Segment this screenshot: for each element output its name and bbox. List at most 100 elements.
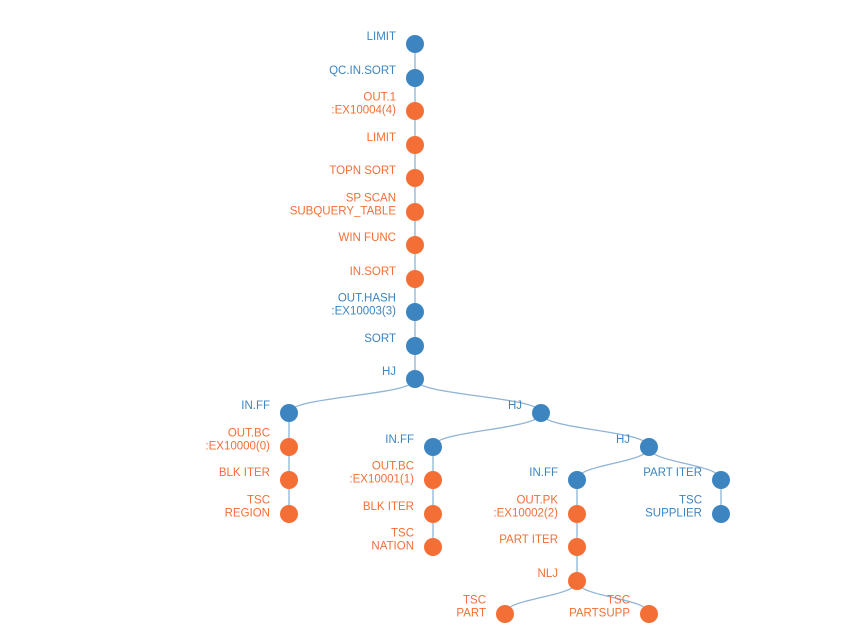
plan-node-label-line: OUT.HASH xyxy=(338,293,396,305)
plan-node-label: NLJ xyxy=(538,568,558,580)
plan-node-label-line: TSC xyxy=(247,495,270,507)
plan-node-label: TSC REGION xyxy=(225,495,270,520)
plan-node[interactable]: PART ITER xyxy=(499,534,586,556)
plan-node-label-line: IN.FF xyxy=(385,434,414,446)
plan-node-label: HJ xyxy=(616,434,630,446)
tree-nodes: LIMIT QC.IN.SORT OUT.1:EX10004(4) LIMIT TOPN… xyxy=(205,31,730,623)
plan-node-circle[interactable] xyxy=(568,538,586,556)
plan-node-label-line: PARTSUPP xyxy=(569,608,630,620)
plan-node-label: HJ xyxy=(382,366,396,378)
plan-node[interactable]: OUT.PK:EX10002(2) xyxy=(493,495,586,524)
plan-node[interactable]: LIMIT xyxy=(367,132,424,154)
plan-node[interactable]: SP SCAN SUBQUERY_TABLE xyxy=(290,193,424,222)
plan-node-label-line: SP SCAN xyxy=(346,193,396,205)
plan-node[interactable]: OUT.HASH:EX10003(3) xyxy=(331,293,424,322)
plan-node-label: IN.FF xyxy=(385,434,414,446)
plan-node-circle[interactable] xyxy=(712,505,730,523)
plan-node[interactable]: OUT.BC:EX10001(1) xyxy=(349,461,442,490)
plan-node[interactable]: PART ITER xyxy=(643,467,730,489)
plan-node-label-line: WIN FUNC xyxy=(339,232,397,244)
plan-node-circle[interactable] xyxy=(406,102,424,120)
plan-node-label-line: HJ xyxy=(382,366,396,378)
plan-node-circle[interactable] xyxy=(568,471,586,489)
plan-node-label: OUT.1:EX10004(4) xyxy=(331,92,396,117)
plan-node[interactable]: TOPN SORT xyxy=(329,165,424,187)
plan-node-label-line: IN.FF xyxy=(529,467,558,479)
plan-node[interactable]: IN.FF xyxy=(529,467,586,489)
plan-node-circle[interactable] xyxy=(280,438,298,456)
plan-node[interactable]: SORT xyxy=(364,333,424,355)
plan-node-label: TSC PARTSUPP xyxy=(569,595,630,620)
plan-node[interactable]: BLK ITER xyxy=(363,501,442,523)
plan-node-circle[interactable] xyxy=(424,538,442,556)
plan-node-circle[interactable] xyxy=(532,404,550,422)
plan-node-label: OUT.HASH:EX10003(3) xyxy=(331,293,396,318)
plan-node-label-line: :EX10003(3) xyxy=(331,306,396,318)
plan-node-label: IN.SORT xyxy=(350,266,396,278)
plan-node-label: WIN FUNC xyxy=(339,232,397,244)
plan-node[interactable]: HJ xyxy=(508,400,550,422)
plan-node-label: TSC PART xyxy=(456,595,486,620)
plan-node-circle[interactable] xyxy=(406,236,424,254)
plan-node[interactable]: IN.FF xyxy=(241,400,298,422)
plan-node-label: BLK ITER xyxy=(219,467,270,479)
plan-node[interactable]: WIN FUNC xyxy=(339,232,425,254)
plan-node[interactable]: TSC SUPPLIER xyxy=(645,495,730,524)
plan-node-label-line: REGION xyxy=(225,508,270,520)
plan-node-circle[interactable] xyxy=(406,203,424,221)
plan-node-circle[interactable] xyxy=(280,505,298,523)
plan-node[interactable]: IN.FF xyxy=(385,434,442,456)
plan-node-label-line: :EX10004(4) xyxy=(331,105,396,117)
plan-node-label-line: OUT.1 xyxy=(363,92,396,104)
plan-node-label-line: IN.FF xyxy=(241,400,270,412)
plan-node-label: TSC SUPPLIER xyxy=(645,495,702,520)
plan-node-label: TOPN SORT xyxy=(329,165,396,177)
plan-node[interactable]: HJ xyxy=(382,366,424,388)
plan-node-circle[interactable] xyxy=(406,136,424,154)
plan-node[interactable]: TSC REGION xyxy=(225,495,298,524)
plan-node-circle[interactable] xyxy=(424,471,442,489)
plan-node-circle[interactable] xyxy=(568,505,586,523)
plan-node[interactable]: QC.IN.SORT xyxy=(329,65,424,87)
plan-node-circle[interactable] xyxy=(712,471,730,489)
plan-node-circle[interactable] xyxy=(424,438,442,456)
plan-node-label: IN.FF xyxy=(241,400,270,412)
plan-node-circle[interactable] xyxy=(568,572,586,590)
plan-node-circle[interactable] xyxy=(280,404,298,422)
plan-node-circle[interactable] xyxy=(424,505,442,523)
plan-node-label-line: PART xyxy=(456,608,486,620)
tree-edge xyxy=(414,378,542,414)
plan-node[interactable]: OUT.1:EX10004(4) xyxy=(331,92,424,121)
plan-node[interactable]: HJ xyxy=(616,434,658,456)
plan-node-circle[interactable] xyxy=(406,169,424,187)
plan-node-circle[interactable] xyxy=(640,605,658,623)
plan-node-label-line: IN.SORT xyxy=(350,266,396,278)
plan-node[interactable]: TSC NATION xyxy=(371,528,442,557)
plan-node-label: HJ xyxy=(508,400,522,412)
plan-node-label-line: :EX10001(1) xyxy=(349,474,414,486)
plan-node[interactable]: LIMIT xyxy=(367,31,424,53)
plan-node-circle[interactable] xyxy=(406,270,424,288)
plan-node-label-line: OUT.BC xyxy=(372,461,414,473)
plan-node-circle[interactable] xyxy=(406,303,424,321)
tree-edge xyxy=(504,580,578,615)
plan-node[interactable]: TSC PARTSUPP xyxy=(569,595,658,624)
plan-node-label-line: TSC xyxy=(391,528,414,540)
plan-node-circle[interactable] xyxy=(640,438,658,456)
plan-node-label: OUT.BC:EX10000(0) xyxy=(205,428,270,453)
plan-node-label-line: PART ITER xyxy=(499,534,558,546)
plan-node[interactable]: OUT.BC:EX10000(0) xyxy=(205,428,298,457)
plan-node-circle[interactable] xyxy=(406,35,424,53)
plan-node[interactable]: BLK ITER xyxy=(219,467,298,489)
plan-node-label-line: NLJ xyxy=(538,568,558,580)
plan-node-label: PART ITER xyxy=(499,534,558,546)
plan-node-circle[interactable] xyxy=(406,337,424,355)
plan-node[interactable]: TSC PART xyxy=(456,595,514,624)
plan-node-circle[interactable] xyxy=(406,69,424,87)
plan-node[interactable]: IN.SORT xyxy=(350,266,424,288)
tree-edge xyxy=(540,412,650,448)
plan-node-circle[interactable] xyxy=(280,471,298,489)
plan-node-circle[interactable] xyxy=(496,605,514,623)
plan-node-circle[interactable] xyxy=(406,370,424,388)
plan-node[interactable]: NLJ xyxy=(538,568,586,590)
